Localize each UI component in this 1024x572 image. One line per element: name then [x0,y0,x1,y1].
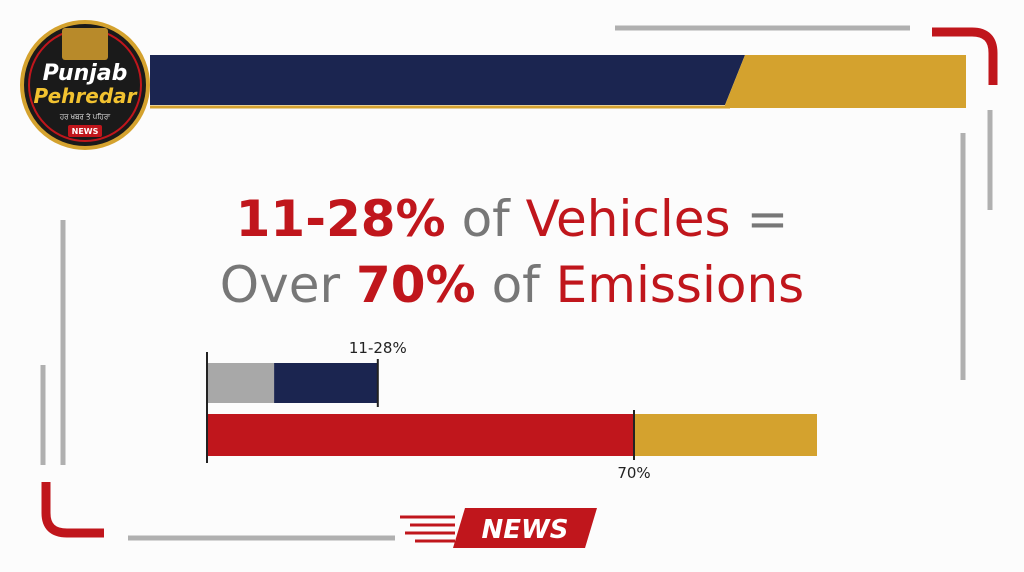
corner-brackets [41,27,998,538]
footer-text: NEWS [482,515,569,545]
footer-badge: NEWS [400,508,597,548]
bar-segment [207,363,275,403]
frame [40,25,993,541]
headline-part: Over [220,256,341,314]
headline-part: = [746,190,788,248]
bar-label: 70% [617,464,650,482]
bar-label: 11-28% [349,339,407,357]
logo-tagline: ਹਰ ਖਬਰ ਤੇ ਪਹਿਰਾ [59,112,111,121]
headline-part: Vehicles [526,190,731,248]
headline-part: of [492,256,542,314]
headline-part: 70% [356,256,476,314]
headline-part: of [462,190,512,248]
chart: 11-28% 70% [206,339,817,482]
bar-segment [274,363,378,403]
headline-line1: 11-28% of Vehicles = [236,190,789,248]
headline-part: 11-28% [236,190,446,248]
headline-line2: Over 70% of Emissions [220,256,804,314]
logo: Punjab Pehredar ਹਰ ਖਬਰ ਤੇ ਪਹਿਰਾ NEWS [20,20,150,150]
logo-line1: Punjab [43,61,128,86]
bar-segment [634,414,817,456]
bar-segment [207,414,634,456]
headline-part: Emissions [556,256,805,314]
logo-line2: Pehredar [33,84,137,108]
banner-gold [725,55,966,108]
banner-navy [150,55,745,105]
logo-badge: NEWS [72,127,99,136]
